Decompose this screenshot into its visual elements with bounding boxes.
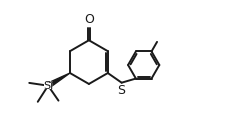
Text: O: O	[84, 13, 94, 26]
Text: Si: Si	[43, 81, 53, 91]
Polygon shape	[47, 73, 70, 88]
FancyBboxPatch shape	[44, 83, 52, 89]
Text: Si: Si	[43, 81, 54, 91]
Text: S: S	[118, 84, 126, 97]
